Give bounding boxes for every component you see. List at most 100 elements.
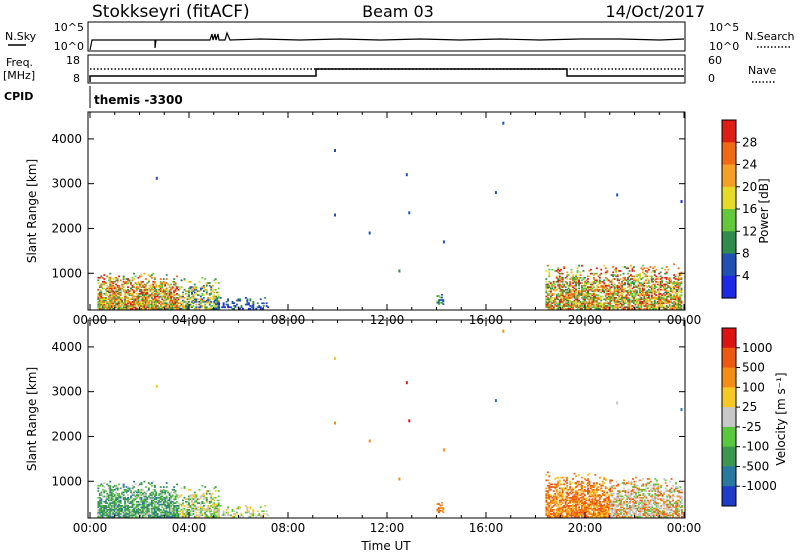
scatter-cell (159, 293, 162, 295)
scatter-cell (196, 298, 199, 301)
scatter-cell (561, 492, 564, 495)
scatter-cell (603, 286, 606, 288)
scatter-cell (645, 509, 648, 511)
scatter-cell (570, 509, 573, 511)
scatter-cell (633, 511, 636, 514)
scatter-cell (152, 509, 155, 511)
scatter-cell (549, 307, 552, 310)
scatter-cell (130, 294, 132, 296)
scatter-cell (183, 505, 186, 507)
scatter-cell (252, 513, 255, 515)
scatter-cell (621, 284, 623, 287)
scatter-cell (171, 509, 174, 511)
scatter-cell (549, 507, 552, 510)
scatter-cell (227, 514, 229, 517)
scatter-cell (597, 303, 600, 306)
scatter-cell (680, 274, 683, 276)
scatter-cell (677, 302, 680, 305)
scatter-cell (671, 295, 674, 298)
scatter-cell (573, 496, 576, 499)
scatter-cell (115, 496, 118, 499)
scatter-cell (549, 301, 552, 303)
scatter-cell (665, 278, 668, 280)
scatter-cell (115, 306, 118, 309)
scatter-cell (591, 499, 594, 502)
scatter-cell (173, 510, 176, 513)
scatter-cell (170, 496, 173, 499)
scatter-cell (143, 514, 146, 517)
scatter-cell (618, 515, 621, 518)
scatter-cell (113, 276, 116, 279)
scatter-cell (110, 502, 113, 504)
scatter-cell (569, 499, 572, 502)
scatter-cell (116, 514, 119, 517)
scatter-cell (213, 503, 216, 506)
scatter-cell (164, 505, 167, 507)
scatter-cell (603, 498, 606, 500)
scatter-cell (167, 298, 170, 301)
scatter-cell (564, 507, 567, 510)
scatter-cell (655, 294, 658, 296)
scatter-cell (106, 509, 109, 511)
scatter-cell (103, 507, 106, 510)
scatter-cell (566, 291, 569, 294)
scatter-cell (195, 509, 198, 511)
scatter-cell (134, 506, 137, 509)
scatter-cell (679, 284, 681, 287)
scatter-cell (176, 286, 178, 288)
scatter-cell (563, 488, 566, 491)
scatter-cell (680, 305, 683, 307)
scatter-cell (103, 491, 106, 494)
scatter-cell (113, 502, 116, 504)
scatter-cell (224, 306, 226, 309)
scatter-cell (136, 501, 138, 503)
scatter-cell (551, 499, 554, 502)
scatter-cell (171, 286, 174, 288)
scatter-cell (578, 276, 580, 279)
scatter-cell (136, 503, 138, 506)
scatter-cell (199, 503, 202, 506)
scatter-cell (152, 305, 155, 307)
scatter-cell (555, 496, 558, 499)
scatter-cell (124, 488, 127, 491)
scatter-cell (578, 287, 580, 290)
scatter-cell (588, 503, 591, 506)
scatter-cell (113, 293, 116, 295)
scatter-cell (164, 511, 167, 514)
scatter-point (405, 173, 408, 177)
scatter-cell (110, 291, 113, 294)
scatter-cell (617, 509, 620, 511)
scatter-cell (144, 283, 147, 286)
scatter-cell (582, 507, 585, 510)
scatter-cell (186, 501, 189, 503)
colorbar-swatch (722, 186, 736, 210)
scatter-cell (136, 302, 138, 305)
scatter-cell (204, 486, 207, 488)
scatter-cell (581, 303, 583, 306)
scatter-cell (153, 294, 156, 296)
scatter-cell (185, 501, 187, 503)
scatter-cell (252, 509, 255, 511)
scatter-cell (112, 502, 115, 504)
scatter-cell (183, 486, 186, 488)
scatter-cell (179, 495, 181, 498)
scatter-cell (570, 290, 573, 292)
scatter-cell (191, 496, 193, 499)
scatter-cell (146, 297, 149, 299)
scatter-cell (677, 272, 680, 275)
scatter-cell (572, 288, 574, 291)
scatter-cell (116, 492, 119, 495)
scatter-cell (164, 303, 167, 306)
scatter-cell (155, 515, 158, 518)
scatter-cell (670, 279, 672, 282)
scatter-cell (100, 507, 103, 510)
scatter-cell (173, 506, 176, 509)
scatter-cell (109, 491, 112, 494)
scatter-cell (153, 498, 156, 500)
scatter-cell (121, 491, 124, 494)
scatter-cell (125, 503, 128, 506)
scatter-cell (216, 307, 219, 310)
scatter-cell (205, 515, 208, 518)
scatter-cell (101, 511, 104, 514)
scatter-cell (156, 305, 159, 307)
